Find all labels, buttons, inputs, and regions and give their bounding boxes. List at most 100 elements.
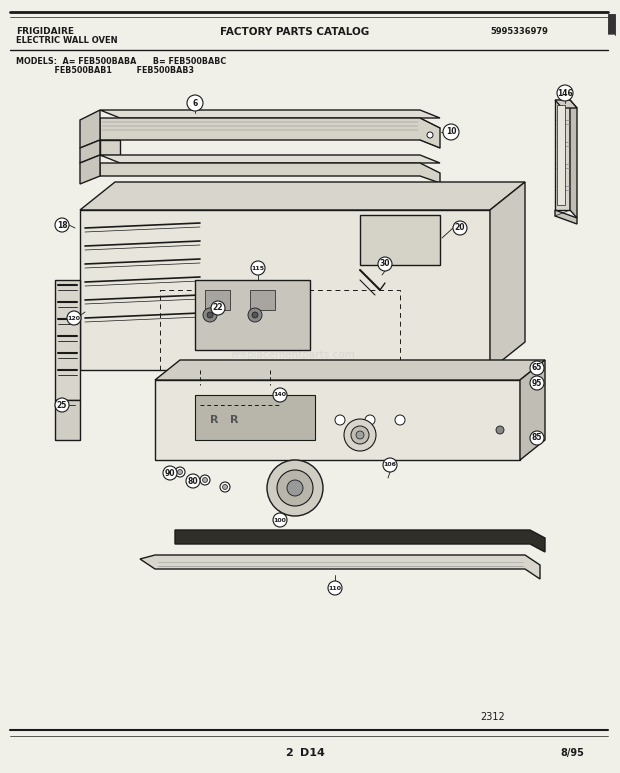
Polygon shape (520, 360, 545, 460)
Circle shape (496, 426, 504, 434)
Polygon shape (490, 182, 525, 370)
Text: R: R (210, 415, 218, 425)
Circle shape (365, 415, 375, 425)
Circle shape (186, 474, 200, 488)
Circle shape (530, 361, 544, 375)
Circle shape (207, 312, 213, 318)
Text: 115: 115 (252, 265, 265, 271)
Polygon shape (555, 100, 577, 108)
Text: 110: 110 (329, 585, 342, 591)
Polygon shape (80, 110, 100, 148)
Polygon shape (80, 210, 490, 370)
Polygon shape (570, 100, 577, 218)
Text: 80: 80 (188, 476, 198, 485)
Circle shape (220, 482, 230, 492)
Polygon shape (100, 118, 440, 148)
Circle shape (335, 415, 345, 425)
Text: 106: 106 (384, 462, 397, 468)
Circle shape (177, 469, 182, 475)
Polygon shape (155, 360, 545, 380)
Text: 146: 146 (557, 88, 573, 97)
Text: D14: D14 (300, 748, 325, 758)
Circle shape (273, 388, 287, 402)
Polygon shape (80, 140, 100, 163)
Text: 20: 20 (454, 223, 465, 233)
Text: 25: 25 (57, 400, 67, 410)
Text: ELECTRIC WALL OVEN: ELECTRIC WALL OVEN (16, 36, 118, 45)
Polygon shape (608, 35, 615, 40)
Text: FRIGIDAIRE: FRIGIDAIRE (16, 27, 74, 36)
Circle shape (443, 124, 459, 140)
Text: 140: 140 (273, 393, 286, 397)
Polygon shape (80, 155, 100, 184)
Circle shape (175, 467, 185, 477)
Polygon shape (100, 163, 440, 183)
Text: 90: 90 (165, 468, 175, 478)
Circle shape (328, 581, 342, 595)
Circle shape (383, 458, 397, 472)
Text: R: R (230, 415, 239, 425)
Circle shape (67, 311, 81, 325)
Circle shape (530, 431, 544, 445)
Circle shape (427, 132, 433, 138)
Text: 95: 95 (532, 379, 542, 387)
Polygon shape (100, 155, 440, 163)
Circle shape (200, 475, 210, 485)
Circle shape (211, 301, 225, 315)
Text: MODELS:  A= FEB500BABA      B= FEB500BABC: MODELS: A= FEB500BABA B= FEB500BABC (16, 57, 226, 66)
Circle shape (287, 480, 303, 496)
Circle shape (557, 85, 573, 101)
Circle shape (203, 308, 217, 322)
Bar (205, 290, 230, 310)
Circle shape (267, 460, 323, 516)
Polygon shape (55, 400, 80, 440)
Polygon shape (140, 555, 540, 579)
Circle shape (248, 308, 262, 322)
Polygon shape (555, 210, 577, 224)
Text: FACTORY PARTS CATALOG: FACTORY PARTS CATALOG (220, 27, 370, 37)
Text: 8/95: 8/95 (560, 748, 584, 758)
Polygon shape (360, 215, 440, 265)
Text: 100: 100 (273, 517, 286, 523)
Circle shape (273, 513, 287, 527)
Bar (250, 290, 275, 310)
Circle shape (252, 312, 258, 318)
Circle shape (530, 376, 544, 390)
Text: 10: 10 (446, 128, 456, 137)
Polygon shape (555, 100, 570, 210)
Polygon shape (155, 380, 520, 460)
Text: 2312: 2312 (480, 712, 505, 722)
Circle shape (223, 485, 228, 489)
Circle shape (55, 398, 69, 412)
Polygon shape (195, 395, 315, 440)
Polygon shape (100, 110, 440, 118)
Circle shape (378, 257, 392, 271)
Text: 22: 22 (213, 304, 223, 312)
Text: FEB500BAB1         FEB500BAB3: FEB500BAB1 FEB500BAB3 (16, 66, 194, 75)
Polygon shape (80, 182, 525, 210)
Text: 6: 6 (192, 98, 198, 107)
Text: 18: 18 (56, 220, 68, 230)
Text: 30: 30 (379, 260, 390, 268)
Circle shape (55, 218, 69, 232)
Polygon shape (100, 140, 120, 155)
Polygon shape (55, 280, 80, 400)
Polygon shape (175, 530, 545, 552)
Circle shape (453, 221, 467, 235)
Text: 85: 85 (532, 434, 542, 442)
Text: 5995336979: 5995336979 (490, 27, 548, 36)
Circle shape (344, 419, 376, 451)
Circle shape (356, 431, 364, 439)
Circle shape (395, 415, 405, 425)
Polygon shape (557, 105, 565, 205)
Polygon shape (608, 14, 615, 35)
Circle shape (187, 95, 203, 111)
Circle shape (351, 426, 369, 444)
Circle shape (203, 478, 208, 482)
Circle shape (277, 470, 313, 506)
Polygon shape (195, 280, 310, 350)
Text: 2: 2 (285, 748, 293, 758)
Text: 65: 65 (532, 363, 542, 373)
Circle shape (251, 261, 265, 275)
Text: ereplacementparts.com: ereplacementparts.com (230, 350, 355, 360)
